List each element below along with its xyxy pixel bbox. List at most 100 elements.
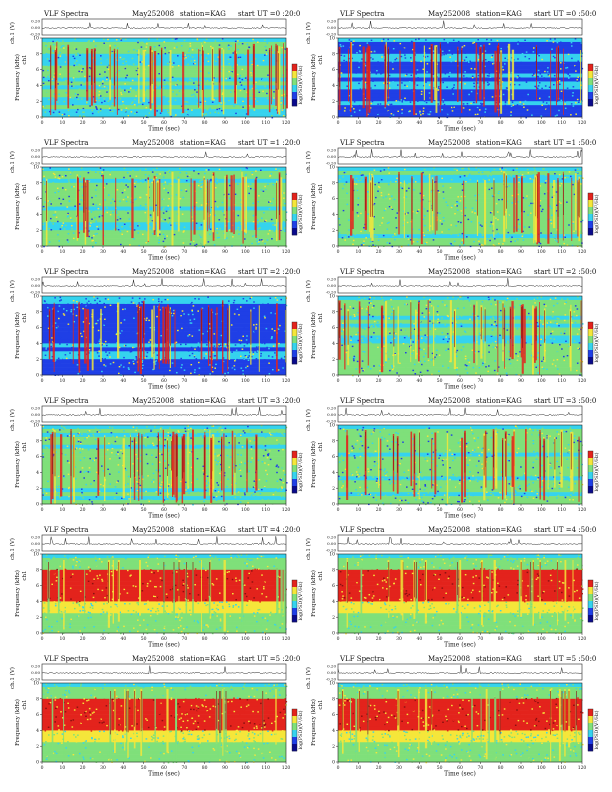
- colorbar-segment: [292, 608, 297, 616]
- colorbar-segment: [292, 221, 297, 229]
- y-tick-label: 8: [36, 180, 39, 186]
- x-tick-label: 0: [41, 378, 44, 384]
- colorbar-segment: [292, 594, 297, 602]
- x-tick-label: 100: [537, 636, 546, 642]
- waveform-tick-label: 0.20: [327, 664, 336, 669]
- colorbar-segment: [292, 92, 297, 100]
- x-tick-label: 20: [376, 378, 382, 384]
- colorbar-frame: [587, 708, 594, 752]
- x-tick-label: 120: [578, 120, 587, 126]
- colorbar-frame: [587, 450, 594, 494]
- x-tick-label: 10: [355, 765, 361, 771]
- x-tick-label: 60: [457, 765, 463, 771]
- x-tick-label: 0: [337, 636, 340, 642]
- waveform-tick-label: 0.00: [327, 412, 336, 417]
- x-tick-label: 10: [59, 249, 65, 255]
- x-tick-label: 30: [100, 765, 106, 771]
- x-tick-label: 20: [80, 249, 86, 255]
- x-tick-label: 0: [337, 507, 340, 513]
- x-tick-label: 60: [457, 378, 463, 384]
- waveform-frame: [41, 18, 287, 36]
- x-tick-label: 10: [59, 120, 65, 126]
- y-tick-label: 0: [36, 760, 39, 766]
- panel-station: station=KAG: [180, 10, 226, 18]
- x-tick-label: 10: [59, 507, 65, 513]
- spectrogram-svg: VLF Spectra May252008 station=KAG start UT …: [305, 397, 600, 519]
- time-xlabel: Time (sec): [148, 642, 180, 649]
- colorbar-segment: [588, 744, 593, 752]
- colorbar-segment: [588, 200, 593, 208]
- x-tick-label: 50: [437, 636, 443, 642]
- waveform-tick-label: 0.00: [31, 25, 40, 30]
- spectrogram-image: [338, 554, 584, 635]
- x-tick-label: 90: [518, 507, 524, 513]
- spectrogram-svg: VLF Spectra May252008 station=KAG start UT …: [9, 655, 304, 777]
- x-tick-label: 30: [396, 765, 402, 771]
- colorbar-frame: [587, 579, 594, 623]
- y-tick-label: 2: [332, 99, 335, 105]
- colorbar-segment: [588, 207, 593, 215]
- time-xlabel: Time (sec): [444, 384, 476, 391]
- x-tick-label: 50: [141, 765, 147, 771]
- colorbar-segment: [292, 615, 297, 623]
- colorbar-segment: [588, 737, 593, 745]
- colorbar-segment: [292, 709, 297, 717]
- waveform-trace: [337, 20, 583, 30]
- spectrogram-panel-p1: VLF Spectra May252008 station=KAG start UT …: [6, 4, 306, 132]
- x-tick-label: 100: [537, 378, 546, 384]
- x-tick-label: 70: [181, 765, 187, 771]
- colorbar-segment: [588, 221, 593, 229]
- x-tick-label: 110: [557, 765, 566, 771]
- x-tick-label: 120: [578, 507, 587, 513]
- y-tick-label: 4: [36, 212, 39, 218]
- x-tick-label: 90: [222, 120, 228, 126]
- colorbar-segment: [292, 71, 297, 79]
- y-tick-label: 10: [33, 165, 39, 171]
- waveform-trace: [337, 536, 583, 545]
- y-tick-label: 6: [332, 583, 335, 589]
- channel-label: ch1: [318, 54, 324, 64]
- x-tick-label: 80: [498, 120, 504, 126]
- waveform-tick-label: 0.20: [327, 535, 336, 540]
- waveform-ylabel: ch.1 (V): [9, 151, 16, 173]
- panel-start-time: start UT =1 :50:0: [534, 139, 596, 147]
- panel-start-time: start UT =4 :20:0: [238, 526, 300, 534]
- colorbar-segment: [292, 465, 297, 473]
- y-tick-label: 4: [36, 470, 39, 476]
- x-tick-label: 20: [376, 636, 382, 642]
- panel-start-time: start UT =4 :50:0: [534, 526, 596, 534]
- spectrogram-svg: VLF Spectra May252008 station=KAG start UT …: [9, 10, 304, 132]
- colorbar-segment: [292, 451, 297, 459]
- y-tick-label: 4: [332, 212, 335, 218]
- x-tick-label: 120: [578, 249, 587, 255]
- waveform-trace: [338, 278, 583, 287]
- colorbar-segment: [292, 350, 297, 358]
- panel-start-time: start UT =2 :50:0: [534, 268, 596, 276]
- x-tick-label: 30: [100, 120, 106, 126]
- spectrogram-image: [42, 683, 288, 764]
- colorbar-segment: [588, 357, 593, 365]
- y-tick-label: 10: [329, 165, 335, 171]
- panel-station: station=KAG: [180, 655, 226, 663]
- channel-label: ch1: [22, 699, 28, 709]
- waveform-tick-label: -0.20: [326, 677, 337, 682]
- x-tick-label: 120: [282, 636, 291, 642]
- waveform-tick-label: 0.00: [327, 283, 336, 288]
- waveform-ylabel: ch.1 (V): [305, 538, 312, 560]
- waveform-tick-label: 0.20: [31, 664, 40, 669]
- x-tick-label: 40: [120, 249, 126, 255]
- x-tick-label: 90: [222, 636, 228, 642]
- panel-start-time: start UT =5 :50:0: [534, 655, 596, 663]
- colorbar-segment: [292, 587, 297, 595]
- x-tick-label: 110: [261, 120, 270, 126]
- waveform-tick-label: -0.20: [30, 677, 41, 682]
- waveform-ylabel: ch.1 (V): [305, 409, 312, 431]
- panel-date: May252008: [428, 655, 470, 663]
- y-tick-label: 4: [36, 83, 39, 89]
- y-tick-label: 6: [36, 196, 39, 202]
- x-tick-label: 80: [202, 636, 208, 642]
- x-tick-label: 60: [161, 507, 167, 513]
- waveform-tick-label: 0.20: [31, 406, 40, 411]
- x-tick-label: 10: [355, 249, 361, 255]
- x-tick-label: 110: [557, 636, 566, 642]
